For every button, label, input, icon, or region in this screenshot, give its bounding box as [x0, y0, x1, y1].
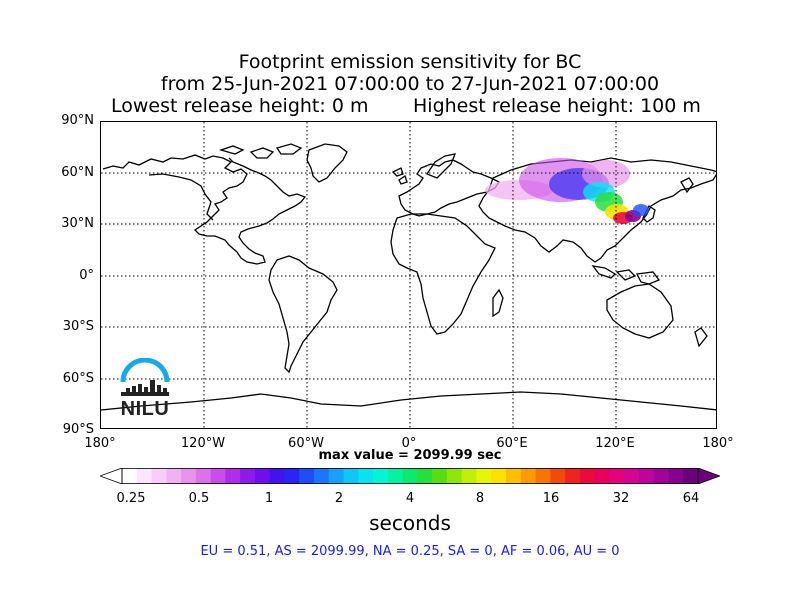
lat-tick-label: 0°: [79, 268, 94, 283]
lat-tick-label: 90°S: [62, 422, 94, 437]
lat-tick-label: 60°N: [61, 165, 94, 180]
colorbar-segment: [122, 468, 138, 484]
colorbar-segment: [314, 468, 330, 484]
colorbar-segment: [166, 468, 182, 484]
colorbar-segment: [535, 468, 551, 484]
nilu-logo-text: NILU: [120, 398, 170, 420]
colorbar-segment: [328, 468, 345, 484]
colorbar-tick-label: 8: [475, 491, 485, 506]
lowest-release-height: Lowest release height: 0 m: [111, 95, 369, 117]
colorbar-segment: [638, 468, 655, 484]
colorbar-segment: [668, 468, 684, 484]
colorbar-tick-label: 0.25: [116, 491, 146, 506]
colorbar: [100, 468, 720, 484]
colorbar-segment: [609, 468, 625, 484]
colorbar-segment: [240, 468, 256, 484]
colorbar-tick-label: 2: [334, 491, 344, 506]
lon-tick-label: 60°E: [496, 436, 528, 451]
colorbar-segment: [136, 468, 153, 484]
coastlines: [101, 143, 716, 411]
colorbar-segment: [402, 468, 418, 484]
colorbar-frame: [121, 468, 699, 484]
nilu-logo-icon: [120, 357, 170, 396]
colorbar-segment: [284, 468, 300, 484]
sensitivity-plume: [485, 158, 649, 224]
colorbar-segment: [195, 468, 212, 484]
colorbar-segment: [373, 468, 389, 484]
colorbar-segment: [579, 468, 596, 484]
colorbar-segment: [506, 468, 522, 484]
colorbar-tick-label: 1: [264, 491, 274, 506]
colorbar-segment: [491, 468, 507, 484]
region-stats: EU = 0.51, AS = 2099.99, NA = 0.25, SA =…: [200, 544, 620, 559]
colorbar-min-extension: [100, 468, 123, 484]
colorbar-max-extension: [697, 468, 720, 484]
colorbar-segment: [343, 468, 359, 484]
colorbar-segment: [254, 468, 271, 484]
max-value-label: max value = 2099.99 sec: [318, 448, 502, 463]
nilu-logo: NILU: [118, 357, 172, 422]
colorbar-segment: [358, 468, 374, 484]
lon-tick-label: 180°: [84, 436, 116, 451]
colorbar-tick-label: 0.5: [188, 491, 210, 506]
colorbar-segment: [446, 468, 463, 484]
colorbar-segment: [476, 468, 492, 484]
colorbar-segment: [550, 468, 566, 484]
colorbar-segment: [181, 468, 197, 484]
graticule: [101, 122, 716, 428]
lat-tick-label: 30°N: [61, 216, 94, 231]
colorbar-segment: [269, 468, 285, 484]
colorbar-segment: [151, 468, 167, 484]
colorbar-segment: [565, 468, 581, 484]
world-map: [100, 121, 717, 429]
colorbar-segment: [210, 468, 226, 484]
colorbar-segment: [417, 468, 433, 484]
plot-title-line-1: Footprint emission sensitivity for BC: [238, 51, 582, 73]
colorbar-tick-label: 32: [612, 491, 630, 506]
lon-tick-label: 0°: [401, 436, 417, 451]
highest-release-height: Highest release height: 100 m: [413, 95, 701, 117]
colorbar-segment: [461, 468, 477, 484]
lat-tick-label: 60°S: [62, 371, 94, 386]
colorbar-segment: [432, 468, 448, 484]
plot-title-line-2: from 25-Jun-2021 07:00:00 to 27-Jun-2021…: [160, 73, 660, 95]
colorbar-segment: [299, 468, 315, 484]
lon-tick-label: 120°E: [595, 436, 635, 451]
colorbar-segment: [520, 468, 537, 484]
colorbar-units: seconds: [369, 511, 451, 535]
lat-tick-label: 90°N: [61, 113, 94, 128]
lat-tick-label: 30°S: [62, 319, 94, 334]
lon-tick-label: 180°: [702, 436, 734, 451]
colorbar-tick-label: 16: [542, 491, 560, 506]
colorbar-segment: [683, 468, 699, 484]
colorbar-segment: [225, 468, 241, 484]
colorbar-tick-label: 64: [682, 491, 700, 506]
colorbar-tick-label: 4: [405, 491, 415, 506]
colorbar-segment: [653, 468, 669, 484]
colorbar-segment: [594, 468, 610, 484]
colorbar-segment: [387, 468, 404, 484]
lon-tick-label: 60°W: [288, 436, 324, 451]
colorbar-segment: [624, 468, 640, 484]
lon-tick-label: 120°W: [180, 436, 226, 451]
